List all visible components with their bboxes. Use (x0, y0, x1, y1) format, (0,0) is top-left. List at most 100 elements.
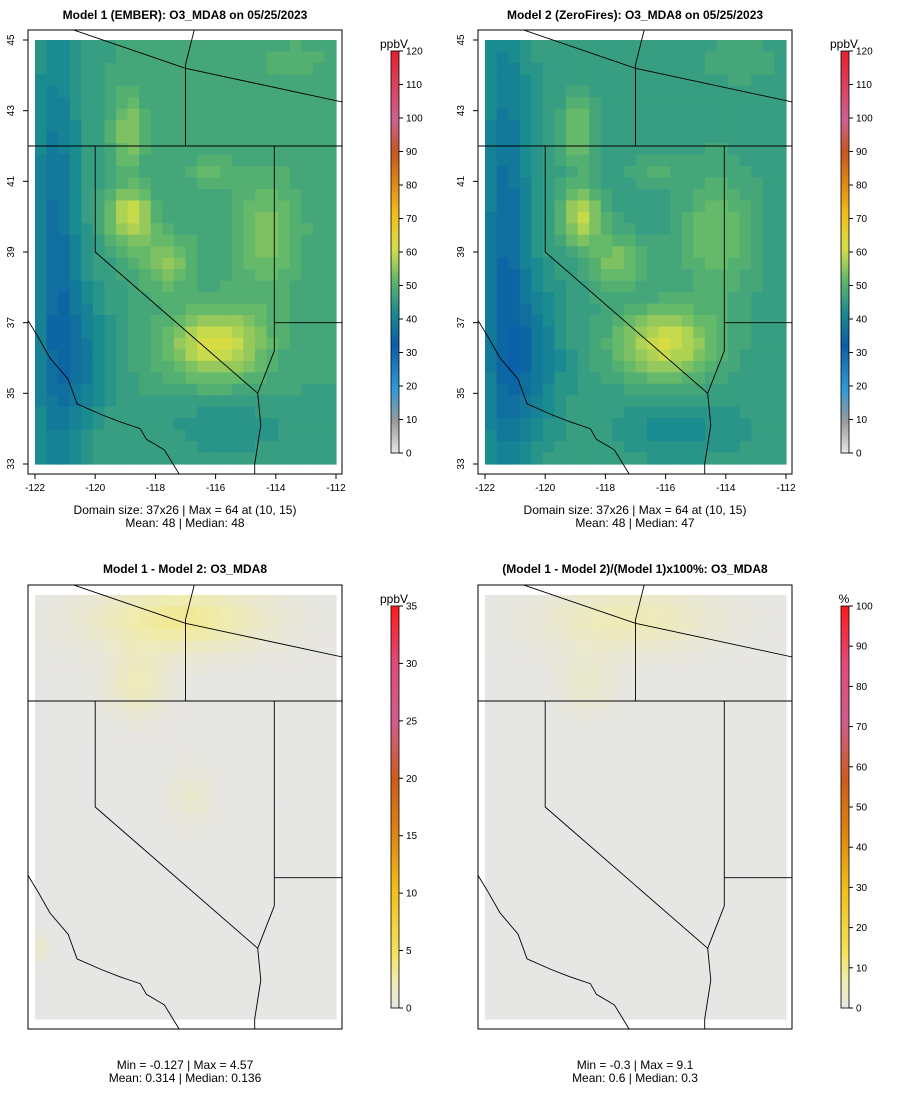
heatmap-cell (220, 732, 233, 745)
heatmap-cell (104, 1007, 117, 1020)
heatmap-cell (289, 188, 302, 202)
heatmap-cell (704, 801, 718, 814)
colorbar-segment (391, 857, 399, 862)
heatmap-cell (647, 743, 660, 757)
heatmap-cell (69, 732, 82, 745)
heatmap-cell (681, 360, 694, 373)
heatmap-cell (231, 257, 244, 270)
heatmap-cell (704, 188, 718, 202)
heatmap-cell (127, 870, 140, 883)
heatmap-cell (185, 131, 198, 144)
heatmap-cell (185, 441, 198, 454)
heatmap-cell (266, 154, 279, 167)
heatmap-cell (46, 131, 59, 144)
heatmap-cell (554, 337, 567, 351)
heatmap-cell (554, 686, 567, 699)
heatmap-cell (150, 74, 163, 87)
heatmap-cell (266, 824, 279, 837)
colorbar-segment (841, 944, 849, 949)
heatmap-cell (704, 108, 718, 121)
heatmap-cell (266, 85, 279, 98)
heatmap-cell (301, 640, 314, 653)
heatmap-cell (150, 246, 163, 259)
heatmap-cell (508, 441, 521, 454)
heatmap-cell (208, 143, 221, 156)
heatmap-cell (728, 892, 741, 906)
heatmap-cell (531, 617, 544, 630)
colorbar-segment (391, 947, 399, 952)
colorbar-segment (841, 188, 849, 193)
heatmap-cell (716, 938, 729, 951)
heatmap-cell (566, 950, 579, 963)
heatmap-cell (577, 732, 590, 745)
colorbar-segment (391, 359, 399, 364)
heatmap-cell (243, 395, 256, 408)
heatmap-cell (508, 675, 521, 688)
colorbar-segment (391, 342, 399, 347)
heatmap-cell (150, 349, 163, 362)
heatmap-cell (589, 938, 602, 951)
heatmap-cell (220, 881, 233, 894)
heatmap-cell (774, 303, 787, 316)
heatmap-cell (116, 755, 129, 768)
heatmap-cell (635, 349, 648, 362)
heatmap-cell (301, 961, 314, 974)
heatmap-cell (197, 452, 210, 465)
heatmap-cell (312, 97, 326, 110)
heatmap-cell (519, 984, 532, 997)
heatmap-cell (289, 996, 302, 1009)
heatmap-cell (751, 372, 764, 385)
heatmap-cell (739, 337, 752, 351)
heatmap-cell (69, 996, 82, 1009)
heatmap-cell (600, 166, 613, 179)
heatmap-cell (508, 835, 521, 848)
heatmap-cell (554, 984, 567, 997)
heatmap-cell (231, 629, 244, 642)
heatmap-cell (681, 743, 694, 757)
heatmap-cell (774, 360, 787, 373)
heatmap-cell (208, 881, 221, 894)
heatmap-cell (566, 663, 579, 676)
heatmap-cell (81, 269, 94, 282)
heatmap-cell (324, 617, 337, 630)
heatmap-cell (496, 211, 509, 224)
heatmap-cell (774, 51, 787, 64)
heatmap-cell (623, 743, 637, 757)
heatmap-cell (116, 166, 129, 179)
heatmap-cell (658, 108, 671, 121)
heatmap-cell (324, 280, 337, 293)
heatmap-cell (670, 801, 683, 814)
colorbar-segment (391, 422, 399, 427)
heatmap-cell (739, 234, 752, 247)
heatmap-cell (670, 755, 683, 768)
heatmap-cell (173, 372, 187, 385)
heatmap-cell (139, 629, 152, 642)
heatmap-cell (589, 812, 602, 825)
heatmap-cell (554, 617, 567, 630)
colorbar-segment (391, 837, 399, 841)
heatmap-cell (704, 166, 718, 179)
heatmap-cell (58, 858, 71, 871)
heatmap-cell (104, 372, 117, 385)
colorbar-segment (391, 292, 399, 297)
heatmap-cell (150, 640, 163, 653)
heatmap-cell (647, 303, 660, 316)
heatmap-cell (635, 441, 648, 454)
heatmap-cell (243, 85, 256, 98)
heatmap-cell (531, 143, 544, 156)
colorbar-segment (841, 285, 849, 290)
heatmap-cell (127, 257, 140, 270)
heatmap-cell (197, 120, 210, 133)
state-boundary-line (257, 905, 275, 949)
heatmap-cell (554, 698, 567, 711)
heatmap-cell (728, 429, 741, 442)
heatmap-cell (150, 709, 163, 722)
heatmap-cell (716, 640, 729, 653)
heatmap-cell (589, 269, 602, 282)
heatmap-cell (92, 372, 106, 385)
colorbar-tick-label: 50 (856, 281, 868, 292)
heatmap-cell (278, 40, 291, 53)
heatmap-cell (289, 51, 302, 64)
heatmap-cell (278, 984, 291, 997)
heatmap-cell (762, 188, 776, 202)
